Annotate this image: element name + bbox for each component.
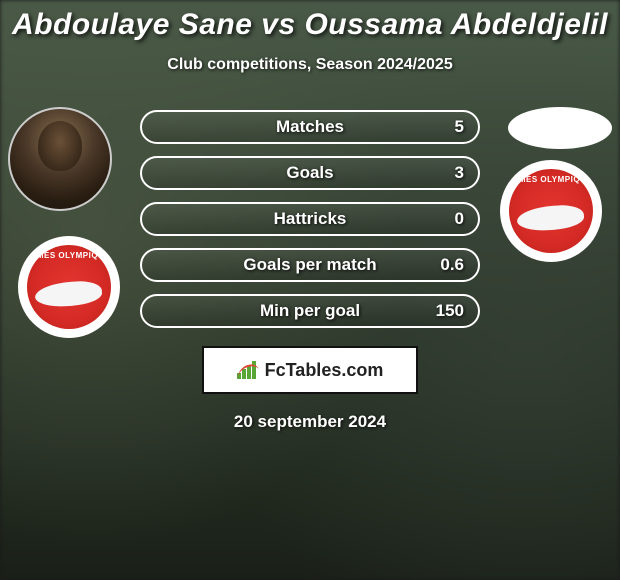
player-left-avatar <box>8 107 112 211</box>
brand-label: FcTables.com <box>265 360 384 381</box>
stat-value-right: 0.6 <box>440 255 464 275</box>
brand-chart-icon <box>237 361 259 379</box>
stat-bar: Goals3 <box>140 156 480 190</box>
nimes-badge-icon <box>509 169 593 253</box>
stat-bar: Hattricks0 <box>140 202 480 236</box>
comparison-card: Abdoulaye Sane vs Oussama Abdeldjelil Cl… <box>0 0 620 580</box>
stat-label: Goals per match <box>142 255 478 275</box>
stat-bar: Matches5 <box>140 110 480 144</box>
club-left-badge <box>18 236 120 338</box>
stat-area: Matches5Goals3Hattricks0Goals per match0… <box>0 102 620 332</box>
brand-box[interactable]: FcTables.com <box>202 346 418 394</box>
stat-value-right: 0 <box>455 209 464 229</box>
nimes-badge-icon <box>27 245 111 329</box>
stat-value-right: 150 <box>436 301 464 321</box>
club-right-badge <box>500 160 602 262</box>
stat-bars: Matches5Goals3Hattricks0Goals per match0… <box>140 110 480 328</box>
stat-label: Min per goal <box>142 301 478 321</box>
stat-value-right: 5 <box>455 117 464 137</box>
stat-label: Goals <box>142 163 478 183</box>
date-text: 20 september 2024 <box>0 412 620 432</box>
stat-label: Hattricks <box>142 209 478 229</box>
player-right-avatar <box>508 107 612 149</box>
stat-bar: Goals per match0.6 <box>140 248 480 282</box>
stat-label: Matches <box>142 117 478 137</box>
subtitle: Club competitions, Season 2024/2025 <box>0 56 620 74</box>
stat-bar: Min per goal150 <box>140 294 480 328</box>
page-title: Abdoulaye Sane vs Oussama Abdeldjelil <box>0 8 620 42</box>
stat-value-right: 3 <box>455 163 464 183</box>
